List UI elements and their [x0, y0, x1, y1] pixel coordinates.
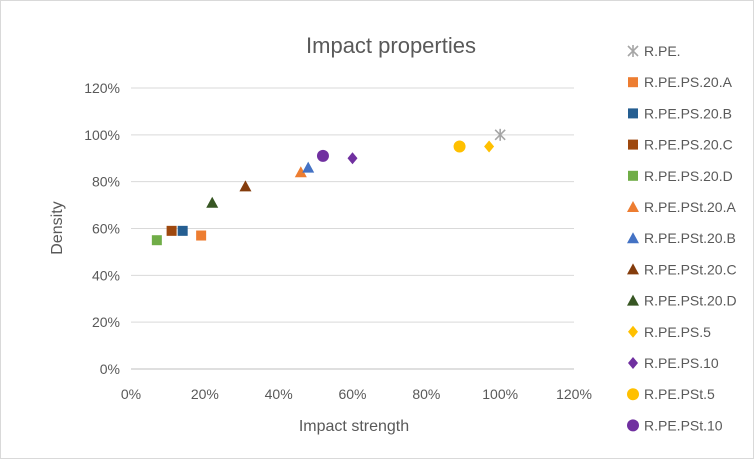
legend-marker-square	[628, 170, 638, 181]
legend-marker-square	[628, 139, 638, 150]
data-point-triangle	[206, 196, 219, 208]
y-tick-label: 80%	[92, 174, 120, 190]
legend-marker-circle	[627, 388, 639, 401]
legend-label: R.PE.PS.5	[644, 324, 711, 340]
y-axis-ticks: 0% 20% 40% 60% 80% 100% 120%	[84, 80, 120, 377]
data-point-triangle	[294, 166, 307, 178]
legend-item: R.PE.PSt.10	[627, 417, 723, 433]
legend-label: R.PE.PSt.20.D	[644, 293, 737, 309]
legend-item: R.PE.PS.20.B	[628, 105, 732, 121]
data-point-triangle	[239, 180, 252, 192]
data-point-square	[196, 230, 207, 241]
legend-label: R.PE.PS.10	[644, 355, 719, 371]
data-point-triangle	[302, 161, 315, 173]
legend-marker-circle	[627, 419, 639, 432]
data-point-circle	[453, 140, 466, 153]
x-tick-label: 80%	[412, 386, 440, 402]
legend-marker-triangle	[627, 263, 639, 275]
legend: R.PE. R.PE.PS.20.A R.PE.PS.20.B R.PE.PS.20.…	[627, 43, 737, 433]
legend-item: R.PE.PSt.20.D	[627, 293, 737, 309]
legend-label: R.PE.PSt.10	[644, 417, 723, 433]
y-tick-label: 40%	[92, 267, 120, 283]
data-points	[151, 128, 506, 246]
y-axis-title: Density	[49, 201, 66, 254]
legend-marker-triangle	[627, 294, 639, 306]
x-tick-label: 100%	[482, 386, 518, 402]
legend-label: R.PE.PS.20.C	[644, 137, 733, 153]
legend-label: R.PE.	[644, 43, 681, 59]
legend-marker-square	[628, 77, 638, 88]
legend-label: R.PE.PS.20.D	[644, 168, 733, 184]
legend-item: R.PE.	[627, 43, 681, 59]
legend-item: R.PE.PS.20.D	[628, 168, 733, 184]
x-tick-label: 60%	[338, 386, 366, 402]
x-axis-ticks: 0% 20% 40% 60% 80% 100% 120%	[121, 386, 592, 402]
legend-label: R.PE.PSt.20.C	[644, 261, 737, 277]
legend-marker-triangle	[627, 232, 639, 244]
legend-item: R.PE.PSt.20.C	[627, 261, 737, 277]
data-point-square	[166, 225, 177, 236]
data-point-diamond	[484, 140, 495, 153]
data-point-square	[177, 225, 188, 236]
x-tick-label: 40%	[265, 386, 293, 402]
y-tick-label: 120%	[84, 80, 120, 96]
legend-marker-diamond	[628, 325, 638, 338]
legend-marker-star	[627, 45, 639, 57]
legend-item: R.PE.PSt.5	[627, 386, 715, 402]
legend-item: R.PE.PSt.20.B	[627, 230, 736, 246]
legend-item: R.PE.PS.10	[628, 355, 719, 371]
y-tick-label: 0%	[100, 361, 120, 377]
legend-item: R.PE.PS.20.A	[628, 74, 733, 90]
legend-label: R.PE.PS.20.A	[644, 74, 733, 90]
data-point-square	[151, 235, 162, 246]
gridlines	[131, 87, 574, 370]
y-tick-label: 60%	[92, 221, 120, 237]
legend-label: R.PE.PSt.20.A	[644, 199, 736, 215]
data-point-circle	[316, 149, 329, 162]
y-tick-label: 100%	[84, 127, 120, 143]
x-tick-label: 20%	[191, 386, 219, 402]
x-axis-title: Impact strength	[299, 418, 409, 435]
data-point-star	[494, 128, 506, 141]
x-tick-label: 120%	[556, 386, 592, 402]
legend-marker-triangle	[627, 201, 639, 212]
legend-marker-diamond	[628, 357, 638, 369]
legend-label: R.PE.PSt.20.B	[644, 230, 736, 246]
legend-label: R.PE.PSt.5	[644, 386, 715, 402]
x-tick-label: 0%	[121, 386, 141, 402]
legend-marker-square	[628, 108, 638, 119]
chart-title: Impact properties	[306, 33, 476, 58]
legend-item: R.PE.PS.20.C	[628, 137, 733, 153]
legend-item: R.PE.PS.5	[628, 324, 711, 340]
legend-label: R.PE.PS.20.B	[644, 105, 732, 121]
data-point-diamond	[347, 152, 358, 165]
y-tick-label: 20%	[92, 314, 120, 330]
legend-item: R.PE.PSt.20.A	[627, 199, 736, 215]
